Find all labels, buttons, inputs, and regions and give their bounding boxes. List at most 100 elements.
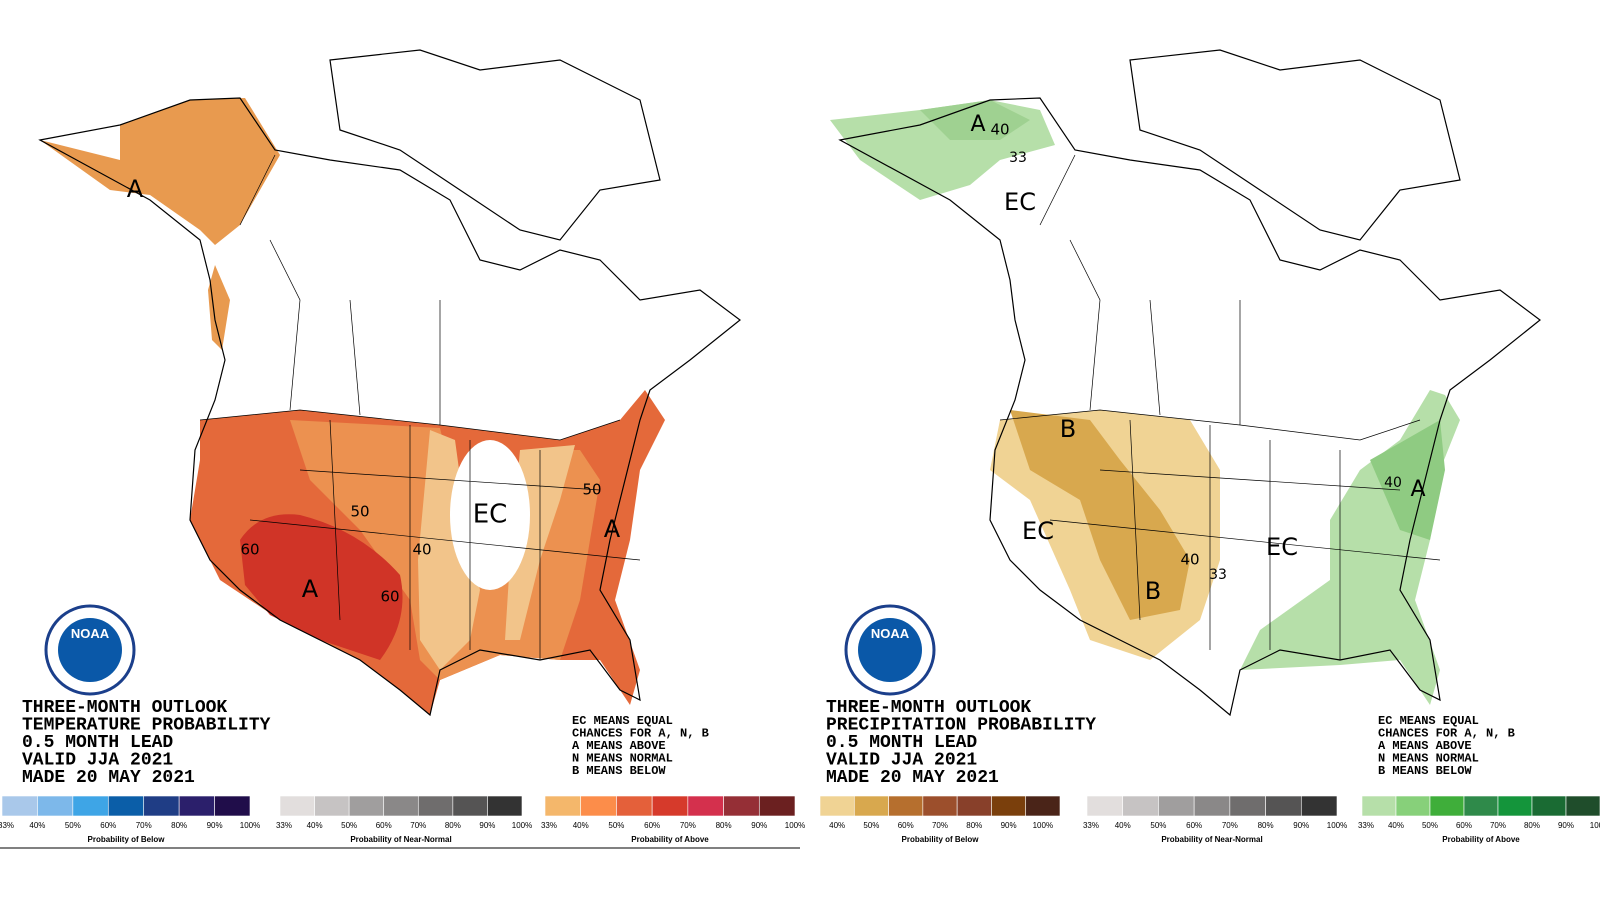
legend-tick: 60% [644,821,660,830]
legend-swatch [819,795,855,817]
legend-tick: 100% [1033,821,1053,830]
legend-swatch [1122,795,1159,817]
legend-swatch [1265,795,1302,817]
legend-tick: 60% [1186,821,1202,830]
legend-tick: 90% [1001,821,1017,830]
alaska-above-area [40,98,280,245]
title-line: MADE 20 MAY 2021 [22,768,195,788]
legend-swatch [956,795,992,817]
legend-swatch [1565,795,1600,817]
legend-title: Probability of Near-Normal [1161,835,1262,844]
legend-tick: 33% [0,821,14,830]
legend-swatch [178,795,215,817]
legend-swatch [1497,795,1533,817]
legend-tick: 80% [171,821,187,830]
map-label: B [1145,577,1161,605]
legend-tick: 60% [898,821,914,830]
legend-swatch [1086,795,1124,817]
legend-tick: 50% [608,821,624,830]
legend-swatch [723,795,760,817]
legend-swatch [1300,795,1338,817]
map-label: 60 [240,541,259,559]
title-line: 0.5 MONTH LEAD [22,733,173,753]
title-line: VALID JJA 2021 [826,751,977,771]
legend-tick: 70% [1222,821,1238,830]
legend-tick: 70% [680,821,696,830]
legend-tick: 50% [65,821,81,830]
legend-tick: 80% [1258,821,1274,830]
map-label: 40 [412,541,431,559]
key-line: A MEANS ABOVE [572,739,666,753]
legend-swatch [758,795,796,817]
legend-tick: 100% [512,821,532,830]
legend-tick: 80% [966,821,982,830]
legend-tick: 70% [136,821,152,830]
arctic-islands [329,49,661,241]
legend-tick: 50% [1150,821,1166,830]
legend-tick: 90% [207,821,223,830]
alaska-above-40-area [920,100,1030,140]
legend-tick: 40% [307,821,323,830]
legend-title: Probability of Below [902,835,980,844]
legend-swatch [72,795,109,817]
legend-swatch [888,795,924,817]
continent-outline [38,97,741,717]
legend-tick: 100% [1590,821,1600,830]
legend-swatch [853,795,889,817]
legend-swatch [616,795,653,817]
key-line: B MEANS BELOW [1378,764,1472,778]
above-60-area [240,514,403,660]
logo-text: NOAA [71,626,110,641]
legend-swatch [1395,795,1431,817]
legend-tick: 80% [445,821,461,830]
map-label: 40 [990,121,1009,139]
east-above-40-area [1370,420,1445,540]
legend-swatch [580,795,617,817]
logo-text: NOAA [871,626,910,641]
legend-swatch [348,795,385,817]
legend-tick: 33% [276,821,292,830]
key-line: N MEANS NORMAL [1378,752,1479,766]
legend-tick: 50% [863,821,879,830]
legend-swatch [107,795,145,817]
west-below-40-area [1010,410,1190,620]
legend-swatch [417,795,454,817]
legend-swatch [214,795,251,817]
map-label: 33 [1009,150,1027,166]
key-line: A MEANS ABOVE [1378,739,1472,753]
map-label: A [604,515,621,543]
legend-title: Probability of Above [631,835,709,844]
legend-tick: 33% [1358,821,1374,830]
legend-title: Probability of Above [1442,835,1520,844]
legend-swatch [1229,795,1266,817]
legend-tick: 60% [1456,821,1472,830]
legend-tick: 33% [541,821,557,830]
legend-tick: 40% [829,821,845,830]
key-line: EC MEANS EQUAL [1378,714,1479,728]
legend-swatch [1158,795,1195,817]
map-label: A [127,175,144,203]
map-label: EC [473,500,508,530]
title-line: 0.5 MONTH LEAD [826,733,977,753]
noaa-logo-inner [58,618,122,682]
legend-tick: 40% [1115,821,1131,830]
borders [999,154,1441,660]
legend-tick: 33% [1083,821,1099,830]
legend-swatch [1193,795,1231,817]
legend-tick: 90% [1293,821,1309,830]
legend-tick: 70% [1490,821,1506,830]
legend-swatch [544,795,582,817]
map-label: EC [1004,188,1036,216]
key-line: N MEANS NORMAL [572,752,673,766]
map-label: 60 [380,588,399,606]
legend-swatch [279,795,315,817]
legend-tick: 40% [29,821,45,830]
map-label: 33 [1209,567,1227,583]
key-line: CHANCES FOR A, N, B [572,727,709,741]
legend-tick: 80% [1524,821,1540,830]
legend-swatch [37,795,74,817]
map-label: A [970,112,985,137]
legend-tick: 90% [751,821,767,830]
